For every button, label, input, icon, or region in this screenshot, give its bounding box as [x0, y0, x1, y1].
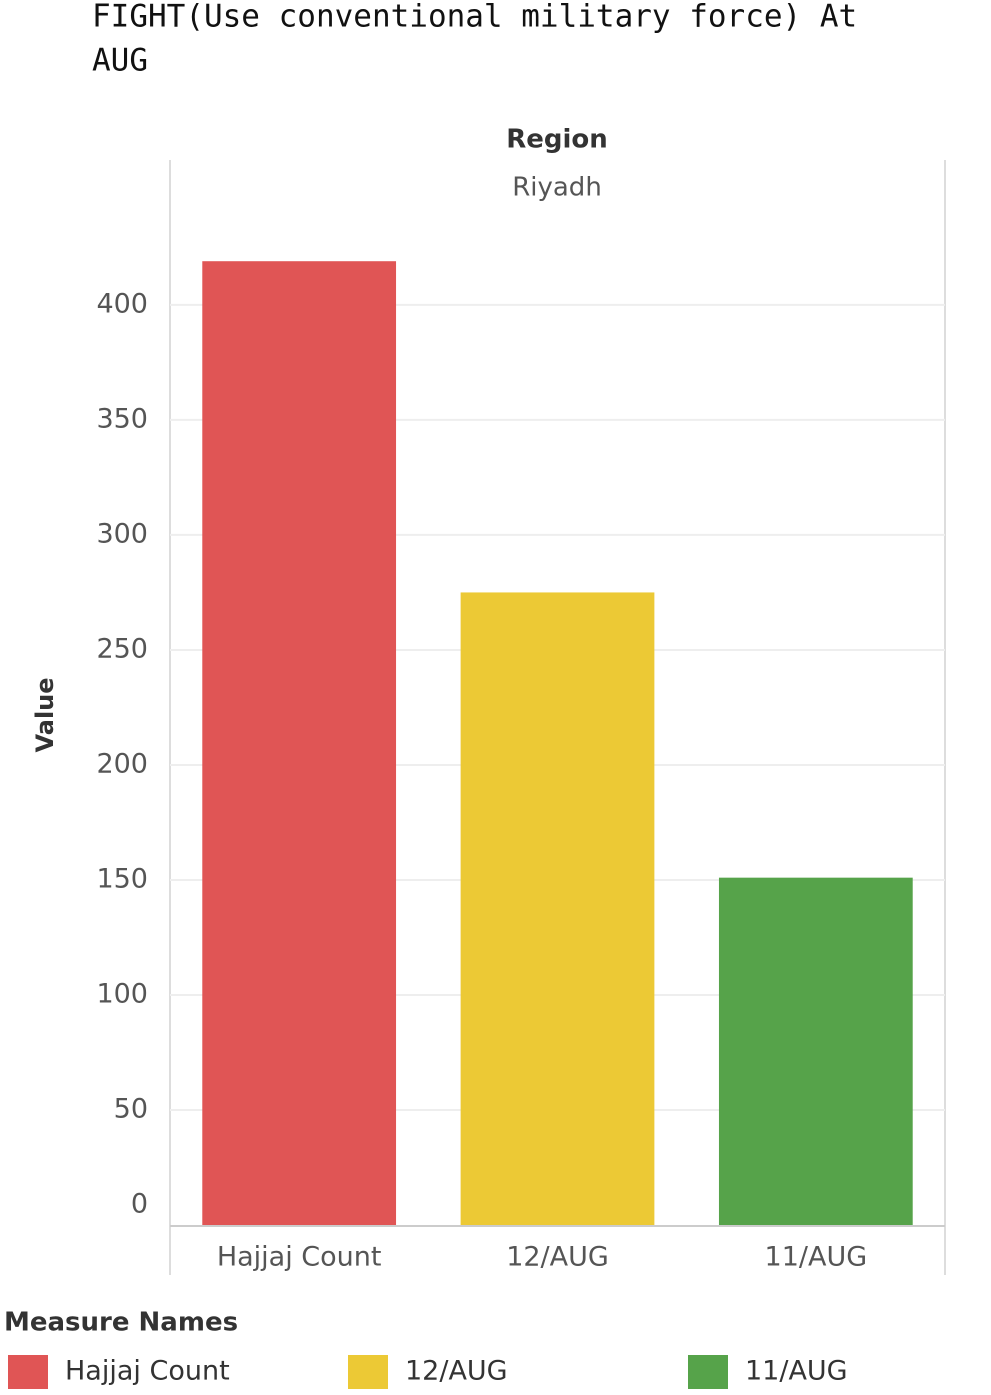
bar — [460, 592, 655, 1225]
chart-title: FIGHT(Use conventional military force) A… — [92, 0, 857, 35]
x-tick-label: 11/AUG — [765, 1242, 868, 1273]
chart-title: AUG — [92, 43, 148, 79]
header-title: Region — [506, 125, 608, 155]
y-tick-label: 150 — [96, 863, 148, 894]
legend-swatch — [688, 1355, 728, 1389]
header-value: Riyadh — [512, 173, 602, 203]
bar — [202, 261, 397, 1226]
y-axis-label: Value — [31, 677, 59, 752]
y-tick-label: 100 — [96, 978, 148, 1009]
bar — [718, 877, 913, 1225]
y-tick-label: 200 — [96, 748, 148, 779]
legend-swatch — [8, 1355, 48, 1389]
y-tick-label: 300 — [96, 518, 148, 549]
y-tick-label: 250 — [96, 633, 148, 664]
y-tick-label: 400 — [96, 288, 148, 319]
x-tick-label: Hajjaj Count — [217, 1242, 382, 1273]
legend-label: Hajjaj Count — [65, 1356, 230, 1387]
legend-swatch — [348, 1355, 388, 1389]
legend-label: 11/AUG — [745, 1356, 848, 1387]
legend-title: Measure Names — [4, 1308, 238, 1338]
y-tick-label: 50 — [114, 1093, 148, 1124]
x-tick-label: 12/AUG — [506, 1242, 609, 1273]
legend-label: 12/AUG — [405, 1356, 508, 1387]
y-tick-label: 0 — [131, 1189, 148, 1220]
y-tick-label: 350 — [96, 403, 148, 434]
